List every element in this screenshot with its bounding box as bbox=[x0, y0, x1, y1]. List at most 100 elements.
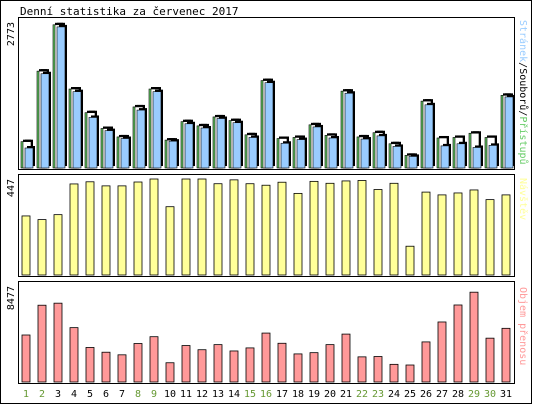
day-label-20: 20 bbox=[324, 389, 336, 400]
bar-pages-day-14 bbox=[232, 122, 242, 169]
bar-visits-day-18 bbox=[293, 192, 303, 276]
bar-pages-day-25 bbox=[408, 156, 418, 169]
bar-volume-day-14 bbox=[229, 350, 239, 383]
bar-visits-day-1 bbox=[21, 215, 31, 276]
day-label-22: 22 bbox=[356, 389, 368, 400]
bar-volume-day-5 bbox=[85, 347, 95, 383]
bar-pages-day-18 bbox=[296, 139, 306, 169]
bar-volume-day-2 bbox=[37, 304, 47, 383]
legend-traffic-pages: Stránek bbox=[517, 20, 529, 62]
bar-pages-day-11 bbox=[184, 123, 194, 169]
day-label-30: 30 bbox=[484, 389, 496, 400]
bar-pages-day-29 bbox=[472, 147, 482, 169]
bar-pages-day-10 bbox=[168, 140, 178, 169]
chart-marks bbox=[20, 22, 515, 383]
day-label-29: 29 bbox=[468, 389, 480, 400]
bar-pages-day-19 bbox=[312, 126, 322, 169]
day-label-26: 26 bbox=[420, 389, 432, 400]
bar-visits-day-14 bbox=[229, 179, 239, 276]
bar-visits-day-31 bbox=[501, 194, 511, 276]
legend-traffic-hits: Přístupů bbox=[517, 116, 529, 164]
bar-pages-day-28 bbox=[456, 143, 466, 169]
bar-visits-day-12 bbox=[197, 178, 207, 276]
bar-visits-day-10 bbox=[165, 206, 175, 276]
bar-volume-day-23 bbox=[373, 356, 383, 383]
day-label-24: 24 bbox=[388, 389, 400, 400]
bar-pages-day-21 bbox=[344, 92, 354, 169]
bar-volume-day-19 bbox=[309, 352, 319, 383]
bar-visits-day-3 bbox=[53, 214, 63, 276]
bar-pages-day-27 bbox=[440, 145, 450, 169]
bar-pages-day-23 bbox=[376, 135, 386, 169]
bar-volume-day-3 bbox=[53, 302, 63, 383]
legend-traffic-files: Souborů bbox=[517, 68, 529, 110]
bar-visits-day-30 bbox=[485, 199, 495, 276]
day-label-27: 27 bbox=[436, 389, 448, 400]
bar-volume-day-29 bbox=[469, 291, 479, 383]
bar-visits-day-28 bbox=[453, 192, 463, 276]
bar-volume-day-31 bbox=[501, 327, 511, 383]
legend-volume: Objem přenosu bbox=[517, 287, 529, 365]
bar-volume-day-22 bbox=[357, 356, 367, 383]
bar-visits-day-2 bbox=[37, 219, 47, 276]
bar-volume-day-20 bbox=[325, 344, 335, 383]
bar-pages-day-15 bbox=[248, 137, 258, 169]
bar-visits-day-25 bbox=[405, 245, 415, 276]
bar-visits-day-21 bbox=[341, 180, 351, 276]
day-label-14: 14 bbox=[228, 389, 240, 400]
day-label-5: 5 bbox=[87, 389, 93, 400]
bar-pages-day-17 bbox=[280, 142, 290, 169]
day-label-19: 19 bbox=[308, 389, 320, 400]
bar-volume-day-25 bbox=[405, 364, 415, 383]
bar-volume-day-7 bbox=[117, 354, 127, 383]
bar-pages-day-31 bbox=[504, 96, 514, 169]
bar-pages-day-20 bbox=[328, 137, 338, 169]
bar-visits-day-11 bbox=[181, 178, 191, 276]
bar-volume-day-26 bbox=[421, 341, 431, 383]
bar-volume-day-1 bbox=[21, 334, 31, 383]
day-label-3: 3 bbox=[55, 389, 61, 400]
bar-volume-day-11 bbox=[181, 345, 191, 383]
day-label-4: 4 bbox=[71, 389, 77, 400]
bar-pages-day-4 bbox=[72, 91, 82, 169]
bar-volume-day-21 bbox=[341, 333, 351, 383]
bar-visits-day-23 bbox=[373, 189, 383, 276]
bar-visits-day-5 bbox=[85, 181, 95, 276]
bar-volume-day-6 bbox=[101, 351, 111, 383]
bar-visits-day-29 bbox=[469, 189, 479, 276]
ymax-label-visits: 447 bbox=[6, 179, 17, 197]
day-label-13: 13 bbox=[212, 389, 224, 400]
bar-pages-day-7 bbox=[120, 138, 130, 169]
bar-volume-day-13 bbox=[213, 344, 223, 383]
bar-volume-day-27 bbox=[437, 321, 447, 383]
bar-visits-day-17 bbox=[277, 181, 287, 276]
bar-visits-day-4 bbox=[69, 183, 79, 276]
bar-pages-day-2 bbox=[40, 73, 50, 169]
legend-visits: Návštěv bbox=[517, 178, 529, 220]
bar-visits-day-7 bbox=[117, 185, 127, 276]
day-label-31: 31 bbox=[500, 389, 512, 400]
bar-volume-day-17 bbox=[277, 342, 287, 383]
day-label-15: 15 bbox=[244, 389, 256, 400]
bar-volume-day-24 bbox=[389, 363, 399, 383]
ymax-label-traffic: 2773 bbox=[6, 22, 17, 46]
day-label-6: 6 bbox=[103, 389, 109, 400]
bar-visits-day-15 bbox=[245, 183, 255, 276]
day-label-8: 8 bbox=[135, 389, 141, 400]
bar-pages-day-8 bbox=[136, 109, 146, 169]
day-label-7: 7 bbox=[119, 389, 125, 400]
bar-visits-day-24 bbox=[389, 182, 399, 276]
bar-visits-day-13 bbox=[213, 183, 223, 276]
day-label-16: 16 bbox=[260, 389, 272, 400]
bar-visits-day-27 bbox=[437, 194, 447, 276]
day-label-23: 23 bbox=[372, 389, 384, 400]
bar-visits-day-22 bbox=[357, 180, 367, 276]
bar-volume-day-16 bbox=[261, 332, 271, 383]
bar-visits-day-6 bbox=[101, 185, 111, 276]
bar-pages-day-24 bbox=[392, 146, 402, 169]
day-label-28: 28 bbox=[452, 389, 464, 400]
day-label-17: 17 bbox=[276, 389, 288, 400]
bar-pages-day-22 bbox=[360, 138, 370, 169]
ymax-label-volume: 8477 bbox=[6, 286, 17, 310]
